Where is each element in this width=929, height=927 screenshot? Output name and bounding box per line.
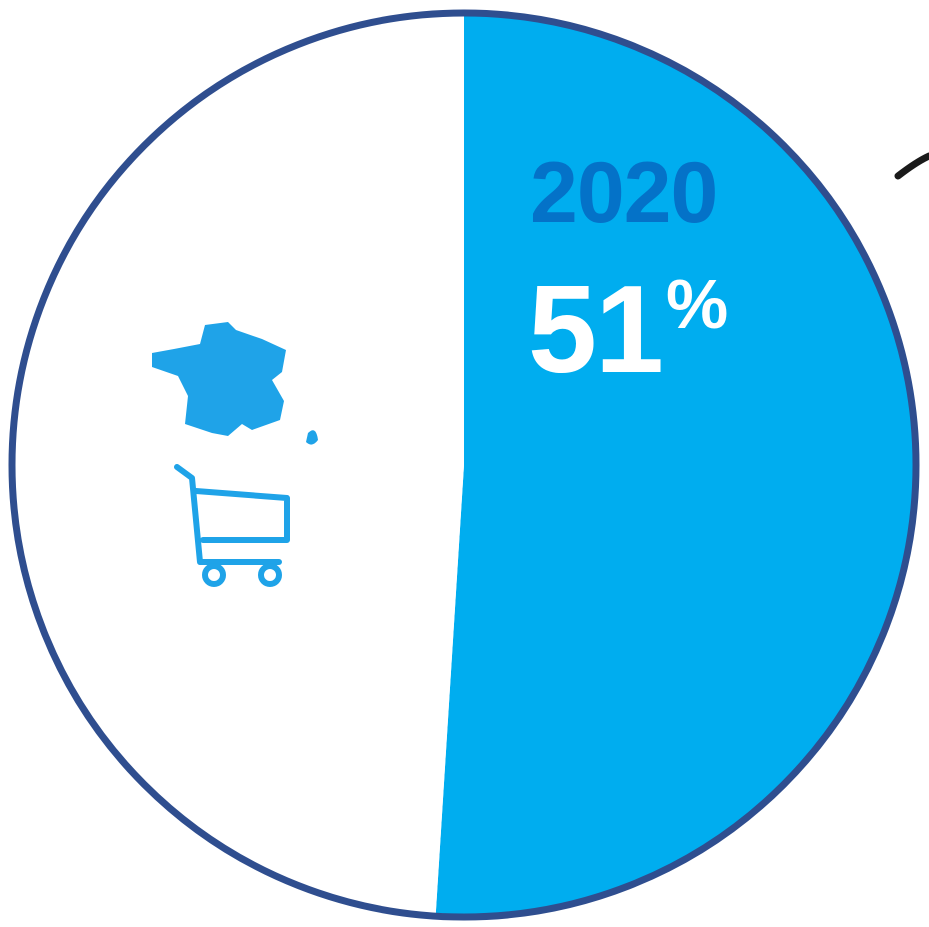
percentage-unit: %: [665, 265, 729, 343]
pie-slice-1: [14, 16, 464, 914]
pie-slices: [14, 16, 913, 914]
pie-outer-ring: [8, 9, 920, 921]
year-label: 2020: [530, 145, 718, 241]
percentage-value: 51: [528, 261, 664, 399]
france-map-icon: [152, 322, 318, 445]
shopping-cart-icon: [174, 464, 290, 587]
percentage-label: 51%: [528, 268, 728, 392]
decorative-curve: [894, 152, 929, 180]
pie-slice-0: [435, 16, 913, 914]
